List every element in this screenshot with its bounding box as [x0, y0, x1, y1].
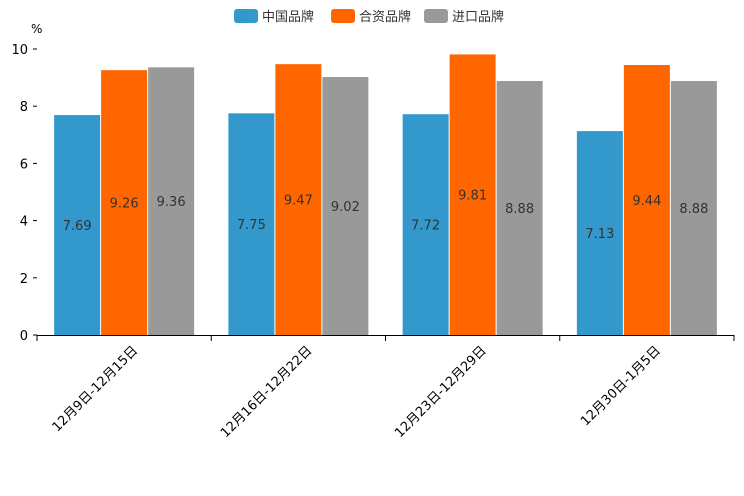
bar-series2-cat1[interactable] [101, 70, 148, 335]
legend-label-1[interactable]: 中国品牌 [262, 9, 314, 25]
bar-series3-cat1[interactable] [148, 67, 195, 335]
data-label-series1-cat4: 7.13 [585, 227, 614, 242]
y-tick-label: 0 [20, 329, 28, 344]
bars [54, 54, 717, 336]
bar-series1-cat3[interactable] [402, 114, 449, 335]
x-category-label-3: 12月23日-12月29日 [392, 343, 489, 440]
x-category-label-2: 12月16日-12月22日 [218, 343, 315, 440]
legend-swatch-2[interactable] [331, 9, 355, 23]
y-tick-label: 2 [20, 272, 28, 287]
bar-series2-cat3[interactable] [449, 54, 496, 336]
bar-series1-cat4[interactable] [576, 131, 623, 335]
data-label-series3-cat3: 8.88 [505, 202, 534, 217]
data-label-series3-cat4: 8.88 [679, 202, 708, 217]
x-category-label-4: 12月30日-1月5日 [578, 343, 664, 429]
legend-swatch-3[interactable] [424, 9, 448, 23]
bar-series2-cat4[interactable] [623, 65, 670, 336]
data-label-series3-cat2: 9.02 [331, 200, 360, 215]
data-label-series2-cat2: 9.47 [284, 194, 313, 209]
data-label-series2-cat4: 9.44 [632, 194, 661, 209]
legend-label-3[interactable]: 进口品牌 [452, 9, 504, 25]
bar-series1-cat2[interactable] [228, 113, 275, 335]
data-label-series1-cat1: 7.69 [63, 219, 92, 234]
bar-series3-cat4[interactable] [670, 81, 717, 335]
data-label-series1-cat3: 7.72 [411, 219, 440, 234]
bar-series1-cat1[interactable] [54, 115, 101, 335]
y-axis-unit-label: % [31, 22, 42, 36]
x-category-label-1: 12月9日-12月15日 [50, 343, 142, 435]
legend: 中国品牌 合资品牌 进口品牌 [234, 9, 504, 25]
y-tick-label: 10 [11, 43, 28, 58]
legend-label-2[interactable]: 合资品牌 [359, 9, 411, 25]
legend-swatch-1[interactable] [234, 9, 258, 23]
x-axis: 12月9日-12月15日 12月16日-12月22日 12月23日-12月29日 12… [36, 335, 735, 441]
data-label-series2-cat1: 9.26 [110, 197, 139, 212]
data-labels: 7.69 9.26 9.36 7.75 9.47 9.02 7.72 9.81 8.88 7.13… [63, 189, 709, 242]
bar-series3-cat3[interactable] [496, 81, 543, 335]
bar-series2-cat2[interactable] [275, 64, 322, 336]
y-axis: 0 2 4 6 8 10 [11, 43, 37, 344]
data-label-series3-cat1: 9.36 [157, 195, 186, 210]
y-tick-label: 8 [20, 100, 28, 115]
data-label-series1-cat2: 7.75 [237, 218, 266, 233]
y-tick-label: 6 [20, 157, 28, 172]
y-tick-label: 4 [20, 215, 28, 230]
bar-series3-cat2[interactable] [322, 77, 369, 335]
data-label-series2-cat3: 9.81 [458, 189, 487, 204]
